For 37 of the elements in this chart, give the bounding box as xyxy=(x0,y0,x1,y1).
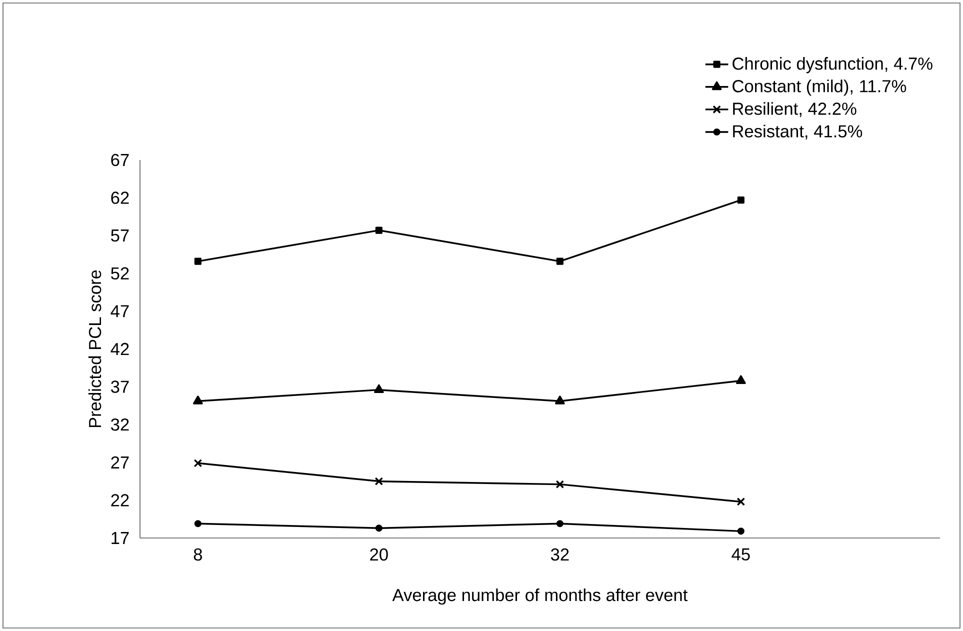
x-axis-title: Average number of months after event xyxy=(392,588,688,605)
legend-label: Constant (mild), 11.7% xyxy=(732,80,906,96)
x-tick-label: 32 xyxy=(550,548,569,561)
point xyxy=(193,396,203,404)
x-tick-label: 20 xyxy=(370,548,388,561)
y-tick-label: 27 xyxy=(111,456,129,468)
y-tick-label: 37 xyxy=(110,380,129,393)
x-tick-label: 45 xyxy=(732,548,750,560)
y-tick-label: 22 xyxy=(111,494,129,506)
y-tick-label: 17 xyxy=(112,532,129,544)
point xyxy=(374,384,384,394)
point xyxy=(555,396,565,404)
point xyxy=(556,258,564,265)
point xyxy=(556,520,564,528)
point xyxy=(194,458,202,468)
y-tick-label: 67 xyxy=(111,154,129,166)
legend-label: Resilient, 42.2% xyxy=(733,102,856,117)
y-tick-label: 32 xyxy=(110,418,129,431)
point xyxy=(556,480,564,488)
point xyxy=(737,528,744,535)
y-axis-title: Predicted PCL score xyxy=(88,270,102,428)
y-tick-label: 57 xyxy=(111,230,129,242)
y-tick-label: 42 xyxy=(110,342,129,356)
point xyxy=(375,524,382,532)
point xyxy=(737,196,744,204)
y-tick-label: 47 xyxy=(110,305,129,318)
legend-label: Chronic dysfunction, 4.7% xyxy=(732,57,932,74)
point xyxy=(736,498,746,506)
point xyxy=(375,226,382,234)
x-tick-label: 8 xyxy=(194,548,202,561)
y-tick-label: 52 xyxy=(111,267,129,280)
point xyxy=(736,375,746,384)
y-tick-label: 62 xyxy=(111,192,129,204)
legend-label: Resistant, 41.5% xyxy=(733,124,862,140)
point xyxy=(194,258,202,265)
point xyxy=(374,477,384,486)
point xyxy=(194,520,202,528)
